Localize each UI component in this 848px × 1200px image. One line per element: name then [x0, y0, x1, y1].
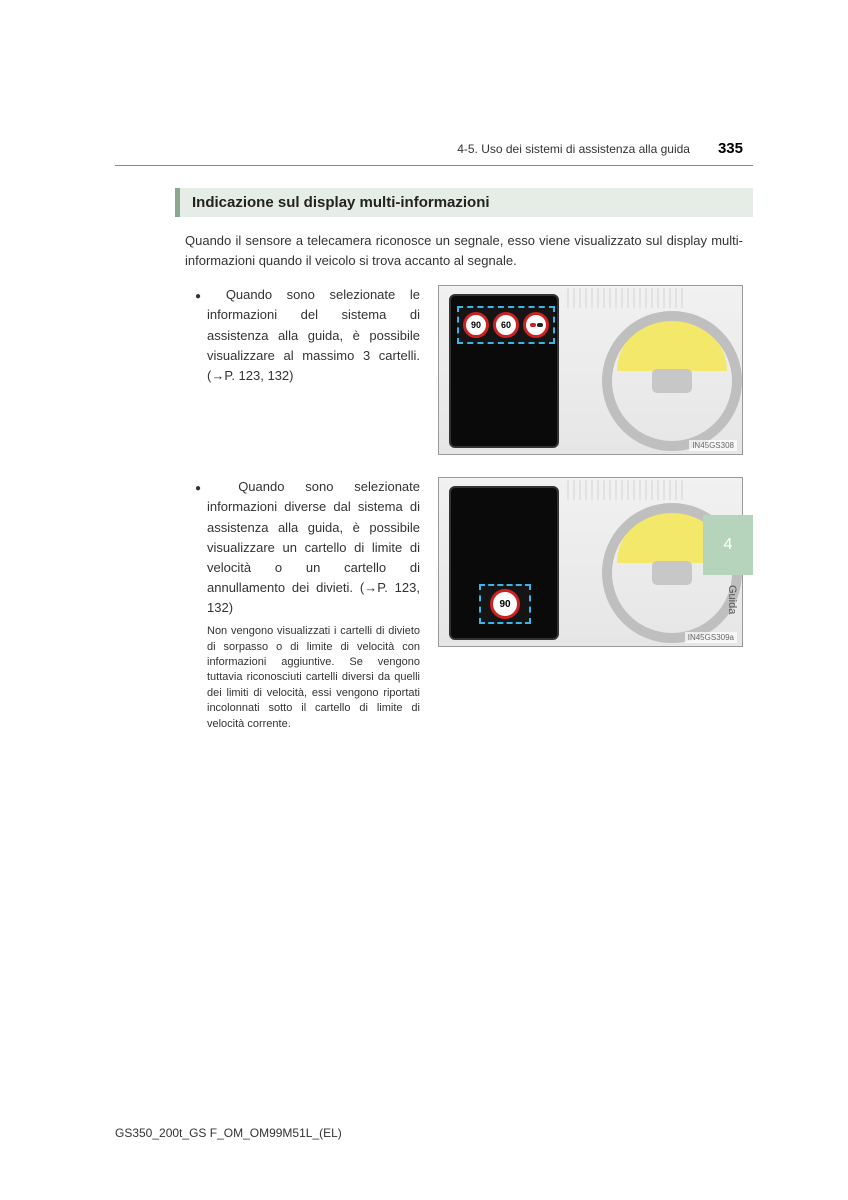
figure-label: IN45GS309a — [685, 632, 737, 643]
header-divider — [115, 165, 753, 166]
sub-note: Non vengono visualizzati i cartelli di d… — [195, 624, 420, 732]
speed-limit-sign-icon: 90 — [490, 589, 520, 619]
dashboard-screen: 90 — [449, 486, 559, 640]
section-heading: Indicazione sul display multi-informazio… — [175, 188, 753, 217]
list-item: Quando sono selezionate informazioni div… — [195, 477, 743, 732]
figure-display-3-signs: 90 60 IN45GS308 — [438, 285, 743, 455]
sign-highlight-box: 90 60 — [457, 306, 555, 344]
chapter-tab: 4 — [703, 515, 753, 575]
speed-limit-sign-icon: 60 — [493, 312, 519, 338]
list-item: Quando sono selezionate le informazioni … — [195, 285, 743, 455]
intro-paragraph: Quando il sensore a telecamera riconosce… — [185, 231, 743, 271]
bullet-text: Quando sono selezionate informazioni div… — [195, 477, 420, 618]
breadcrumb: 4-5. Uso dei sistemi di assistenza alla … — [457, 142, 690, 156]
no-overtake-sign-icon — [523, 312, 549, 338]
footer-document-code: GS350_200t_GS F_OM_OM99M51L_(EL) — [115, 1126, 342, 1140]
chapter-tab-label: Guida — [726, 585, 738, 614]
sign-highlight-box: 90 — [479, 584, 531, 624]
bullet-text: Quando sono selezionate le informazioni … — [195, 285, 420, 386]
figure-display-1-sign: 90 IN45GS309a — [438, 477, 743, 647]
dashboard-screen: 90 60 — [449, 294, 559, 448]
figure-label: IN45GS308 — [689, 440, 737, 451]
speed-limit-sign-icon: 90 — [463, 312, 489, 338]
steering-wheel-illustration — [582, 301, 743, 451]
page-number: 335 — [718, 140, 743, 157]
